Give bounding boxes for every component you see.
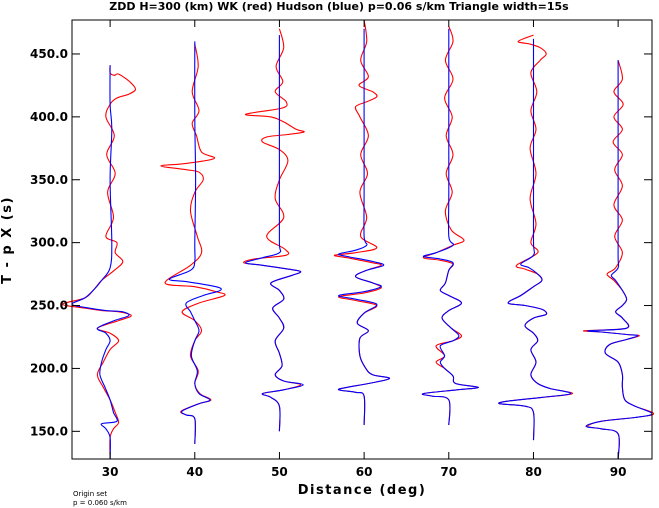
- x-tick-label: 40: [186, 465, 203, 479]
- blue-trace-80: [498, 38, 572, 441]
- y-tick-label: 400.0: [30, 110, 68, 124]
- trace-layer: [62, 19, 655, 460]
- y-tick-label: 200.0: [30, 361, 68, 375]
- blue-trace-90: [585, 60, 653, 460]
- blue-trace-40: [168, 41, 222, 444]
- blue-trace-70: [421, 28, 479, 426]
- plot-frame: [71, 19, 653, 460]
- blue-trace-60: [337, 28, 391, 426]
- blue-trace-30: [71, 65, 130, 460]
- red-trace-70: [421, 26, 479, 426]
- red-trace-80: [498, 34, 573, 441]
- axis-ticks: 30 40 50 60 70 80 90 150.0 200.0 250.0 300.0 350.0 4…: [30, 20, 652, 479]
- x-tick-label: 80: [525, 465, 542, 479]
- y-tick-label: 450.0: [30, 47, 68, 61]
- x-tick-label: 60: [356, 465, 373, 479]
- y-tick-label: 300.0: [30, 236, 68, 250]
- x-axis-label: Distance (deg): [298, 483, 427, 498]
- red-trace-60: [333, 19, 391, 426]
- red-trace-50: [243, 28, 305, 432]
- x-tick-label: 50: [271, 465, 288, 479]
- red-trace-40: [160, 43, 226, 444]
- blue-trace-50: [245, 35, 304, 432]
- footnote-slowness: p = 0.060 s/km: [73, 499, 127, 507]
- chart-title: ZDD H=300 (km) WK (red) Hudson (blue) p=…: [109, 0, 569, 13]
- x-tick-label: 30: [102, 465, 119, 479]
- y-tick-label: 250.0: [30, 299, 68, 313]
- y-axis-label: T - p X (s): [0, 196, 15, 284]
- x-tick-label: 90: [610, 465, 627, 479]
- y-tick-label: 150.0: [30, 424, 68, 438]
- x-tick-label: 70: [440, 465, 457, 479]
- footnote-origin: Origin set: [73, 490, 107, 498]
- y-tick-label: 350.0: [30, 173, 68, 187]
- red-trace-30: [62, 65, 137, 460]
